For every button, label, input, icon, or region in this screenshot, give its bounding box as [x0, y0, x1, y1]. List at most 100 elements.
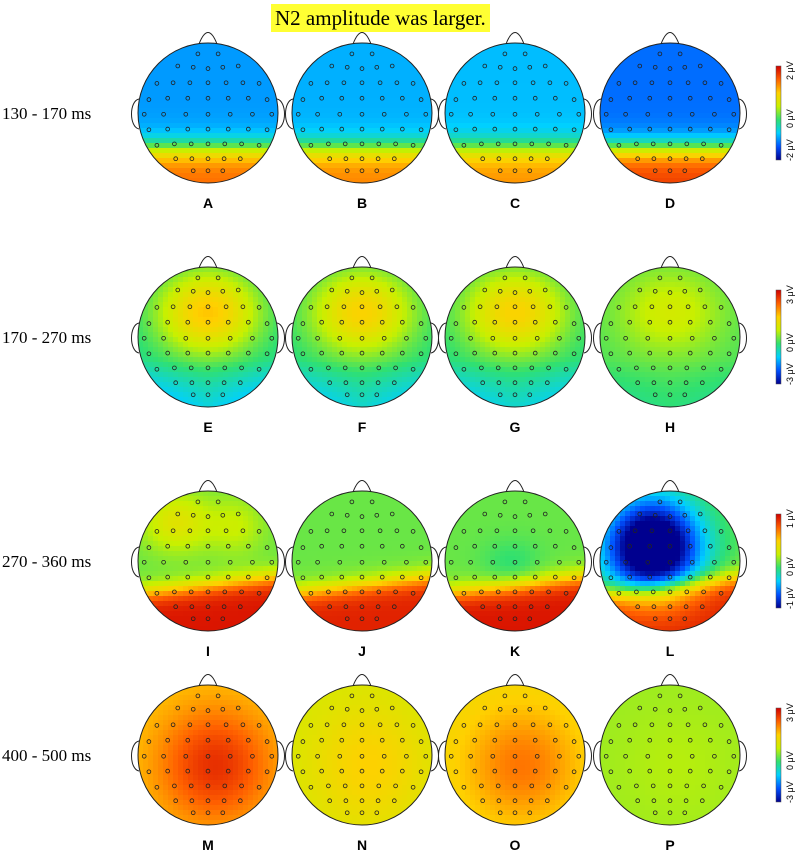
electrode-marker — [472, 95, 478, 101]
electrode-marker — [527, 65, 533, 70]
electrode-marker — [410, 723, 416, 728]
electrode-marker — [667, 543, 673, 549]
electrode-marker — [726, 97, 732, 102]
electrode-markers — [603, 51, 737, 174]
right-ear-outline — [583, 98, 592, 130]
electrode-marker — [667, 589, 673, 595]
electrode-marker — [634, 783, 639, 789]
electrode-marker — [227, 112, 233, 117]
electrode-marker — [165, 543, 171, 549]
electrode-marker — [576, 559, 582, 565]
electrode-marker — [667, 112, 673, 117]
electrode-marker — [308, 143, 314, 148]
electrode-marker — [532, 737, 538, 743]
electrode-marker — [512, 95, 518, 101]
electrode-marker — [205, 66, 211, 71]
right-ear-outline — [276, 740, 285, 772]
electrode-marker — [240, 722, 246, 728]
head-outline — [291, 42, 433, 184]
electrode-marker — [205, 365, 211, 371]
electrode-marker — [616, 143, 622, 148]
electrode-marker — [477, 722, 483, 728]
electrode-marker — [682, 810, 688, 816]
electrode-marker — [369, 275, 375, 281]
electrode-marker — [529, 365, 535, 371]
left-ear-outline — [285, 546, 294, 578]
electrode-marker — [295, 335, 301, 341]
electrode-marker — [512, 290, 518, 295]
electrode-marker — [702, 528, 708, 534]
electrode-marker — [497, 392, 503, 398]
electrode-marker — [492, 574, 498, 580]
electrode-marker — [667, 798, 673, 803]
electrode-marker — [205, 380, 211, 386]
head-outline — [444, 266, 586, 408]
electrode-marker — [650, 783, 656, 789]
electrode-marker — [375, 604, 381, 609]
electrode-marker — [190, 288, 196, 294]
electrode-marker — [235, 287, 241, 293]
electrode-marker — [327, 798, 333, 803]
electrode-marker — [342, 589, 348, 595]
right-ear-outline — [276, 546, 285, 578]
electrode-marker — [683, 380, 689, 386]
electrode-marker — [404, 112, 409, 117]
electrode-marker — [375, 380, 381, 386]
electrode-marker — [563, 723, 569, 728]
electrode-marker — [359, 737, 365, 743]
electrode-marker — [707, 574, 713, 580]
electrode-marker — [616, 305, 622, 310]
electrode-marker — [308, 305, 314, 310]
electrode-marker — [492, 737, 498, 743]
electrode-marker — [264, 351, 270, 357]
head-outline — [444, 42, 586, 184]
color-scale-gradient — [775, 707, 782, 803]
electrode-marker — [552, 768, 558, 774]
electrode-marker — [264, 545, 270, 550]
electrode-marker — [195, 693, 201, 699]
electrode-marker — [190, 65, 196, 70]
electrode-marker — [512, 365, 518, 371]
electrode-marker — [563, 305, 569, 310]
electrode-marker — [393, 365, 398, 371]
electrode-marker — [205, 304, 211, 310]
electrode-marker — [649, 80, 655, 86]
electrode-marker — [187, 528, 193, 534]
electrode-marker — [423, 559, 429, 565]
electrode-marker — [494, 722, 500, 728]
electrode-marker — [667, 768, 673, 774]
electrode-markers — [295, 275, 429, 398]
electrode-marker — [512, 335, 518, 341]
electrode-marker — [529, 141, 535, 147]
electrode-marker — [359, 783, 365, 789]
electrode-marker — [410, 81, 416, 86]
head-outline — [444, 684, 586, 826]
electrode-marker — [256, 81, 262, 86]
electrode-marker — [651, 380, 657, 386]
electrode-marker — [647, 350, 653, 356]
electrode-marker — [187, 80, 193, 86]
electrode-marker — [707, 737, 713, 743]
electrode-marker — [453, 545, 459, 550]
left-ear-outline — [285, 322, 294, 354]
electrode-marker — [222, 141, 228, 147]
electrode-marker — [264, 97, 270, 102]
electrode-marker — [250, 335, 255, 341]
electrode-marker — [512, 768, 518, 774]
electrode-marker — [344, 168, 350, 174]
electrode-marker — [667, 290, 673, 295]
electrode-marker — [477, 80, 483, 86]
electrode-marker — [635, 380, 640, 386]
electrode-marker — [461, 784, 467, 790]
electrode-marker — [250, 753, 255, 759]
electrode-marker — [603, 753, 609, 759]
electrode-marker — [190, 392, 196, 398]
electrode-marker — [497, 288, 503, 294]
electrode-marker — [687, 126, 693, 132]
electrode-marker — [547, 722, 553, 728]
electrode-marker — [399, 574, 405, 580]
electrode-marker — [657, 275, 663, 281]
electrode-marker — [667, 810, 673, 816]
electrode-marker — [571, 97, 577, 102]
electrode-marker — [225, 543, 231, 549]
